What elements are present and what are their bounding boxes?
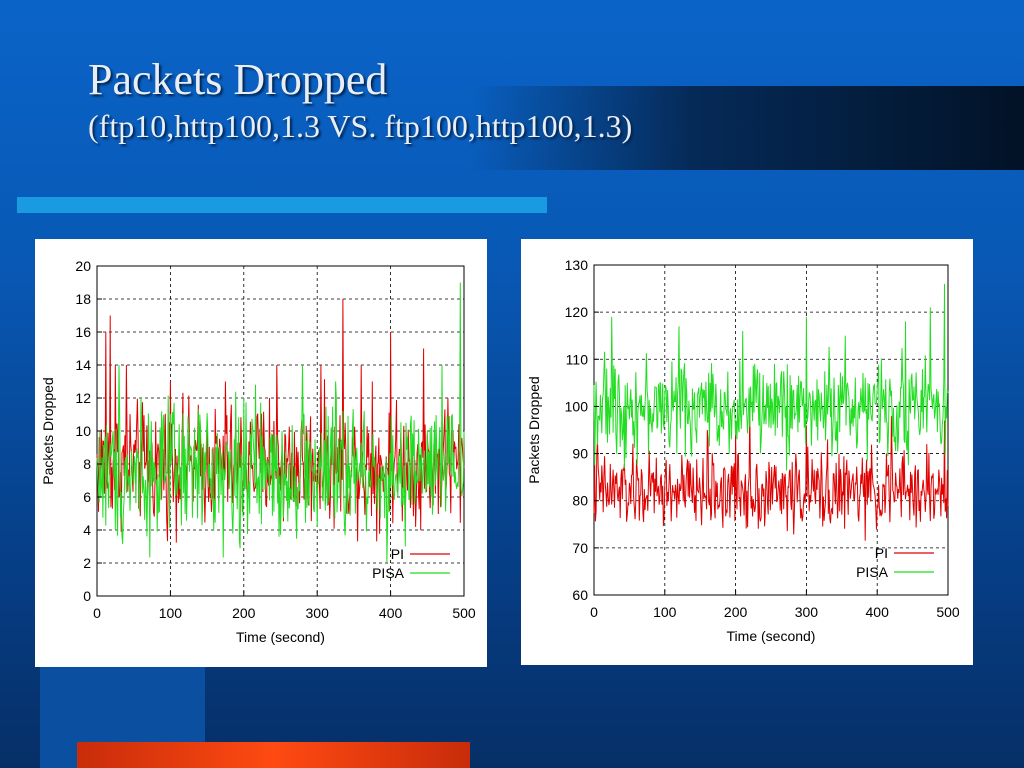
legend: PI PISA — [856, 545, 934, 580]
y-tick: 8 — [83, 456, 102, 472]
x-tick-label: 0 — [590, 604, 598, 620]
chart-panel-right: 0 100 200 300 400 500 60 70 80 90 100 110 120 130 Time… — [521, 239, 973, 665]
bottom-accent-rule — [77, 742, 470, 768]
x-tick-label: 100 — [653, 604, 677, 620]
x-tick-label: 200 — [232, 605, 256, 621]
x-tick-label: 300 — [306, 605, 330, 621]
y-tick: 130 — [565, 257, 599, 273]
x-tick: 300 — [306, 591, 330, 621]
slide-title: Packets Dropped — [88, 55, 388, 104]
y-tick: 6 — [83, 489, 102, 505]
legend-label-pisa: PISA — [372, 565, 405, 581]
x-tick-label: 400 — [379, 605, 403, 621]
x-tick: 0 — [590, 590, 598, 620]
gridlines — [97, 266, 464, 596]
x-tick: 200 — [232, 591, 256, 621]
x-tick: 500 — [452, 591, 476, 621]
y-tick: 20 — [75, 258, 102, 274]
y-tick: 70 — [572, 540, 599, 556]
x-tick: 100 — [159, 591, 183, 621]
legend-label-pi: PI — [391, 546, 404, 562]
x-tick: 500 — [936, 590, 960, 620]
y-tick: 16 — [75, 324, 102, 340]
series-line-pisa — [96, 282, 465, 564]
title-area: Packets Dropped (ftp10,http100,1.3 VS. f… — [88, 54, 632, 146]
legend-label-pi: PI — [875, 545, 888, 561]
x-axis-label: Time (second) — [727, 628, 816, 644]
x-axis-label: Time (second) — [236, 629, 325, 645]
y-tick-label: 16 — [75, 324, 91, 340]
x-tick: 100 — [653, 590, 677, 620]
y-tick: 90 — [572, 446, 599, 462]
y-tick: 18 — [75, 291, 102, 307]
x-tick: 400 — [866, 590, 890, 620]
x-tick: 400 — [379, 591, 403, 621]
y-tick-label: 130 — [565, 257, 589, 273]
y-tick: 100 — [565, 398, 599, 414]
y-tick-label: 120 — [565, 304, 589, 320]
y-tick: 14 — [75, 357, 102, 373]
title-background-band — [470, 86, 1024, 170]
y-tick-label: 14 — [75, 357, 91, 373]
slide-subtitle: (ftp10,http100,1.3 VS. ftp100,http100,1.… — [88, 108, 633, 144]
legend: PI PISA — [372, 546, 450, 581]
y-tick-label: 110 — [566, 351, 589, 367]
y-tick-label: 70 — [572, 540, 588, 556]
chart-panel-left: 0 100 200 300 400 500 0 2 4 6 8 10 12 14 16 18 20 Time (s… — [35, 239, 487, 667]
y-tick-label: 80 — [572, 493, 588, 509]
x-tick: 300 — [795, 590, 819, 620]
y-tick-label: 10 — [75, 423, 91, 439]
accent-rule — [17, 197, 547, 213]
legend-label-pisa: PISA — [856, 564, 889, 580]
y-tick-label: 100 — [565, 398, 589, 414]
x-tick: 0 — [93, 591, 101, 621]
x-tick-label: 300 — [795, 604, 819, 620]
chart-right: 0 100 200 300 400 500 60 70 80 90 100 110 120 130 Time… — [526, 257, 960, 644]
y-tick-label: 0 — [83, 588, 91, 604]
y-axis-label: Packets Dropped — [40, 377, 56, 484]
x-tick-label: 500 — [936, 604, 960, 620]
series-line-pi — [96, 298, 465, 543]
y-tick: 110 — [566, 351, 599, 367]
x-tick: 200 — [724, 590, 748, 620]
gridlines — [594, 265, 948, 595]
y-axis-label: Packets Dropped — [526, 376, 542, 483]
y-tick-label: 18 — [75, 291, 91, 307]
plot-frame — [593, 264, 949, 596]
y-tick: 2 — [83, 555, 102, 571]
y-tick: 10 — [75, 423, 102, 439]
x-tick-label: 0 — [93, 605, 101, 621]
x-tick-label: 100 — [159, 605, 183, 621]
y-tick-label: 12 — [75, 390, 91, 406]
x-tick-label: 500 — [452, 605, 476, 621]
y-tick: 80 — [572, 493, 599, 509]
y-tick: 4 — [83, 522, 102, 538]
y-tick-label: 6 — [83, 489, 91, 505]
y-tick-label: 20 — [75, 258, 91, 274]
y-tick: 60 — [572, 587, 599, 603]
y-tick-label: 90 — [572, 446, 588, 462]
y-tick: 0 — [83, 588, 102, 604]
y-tick-label: 8 — [83, 456, 91, 472]
x-tick-label: 200 — [724, 604, 748, 620]
y-tick-label: 4 — [83, 522, 91, 538]
y-tick: 12 — [75, 390, 102, 406]
series-line-pisa — [593, 283, 949, 471]
x-tick-label: 400 — [866, 604, 890, 620]
y-tick-label: 2 — [83, 555, 91, 571]
y-tick: 120 — [565, 304, 599, 320]
series-line-pi — [593, 406, 949, 541]
chart-left: 0 100 200 300 400 500 0 2 4 6 8 10 12 14 16 18 20 Time (s… — [40, 258, 476, 645]
y-tick-label: 60 — [572, 587, 588, 603]
